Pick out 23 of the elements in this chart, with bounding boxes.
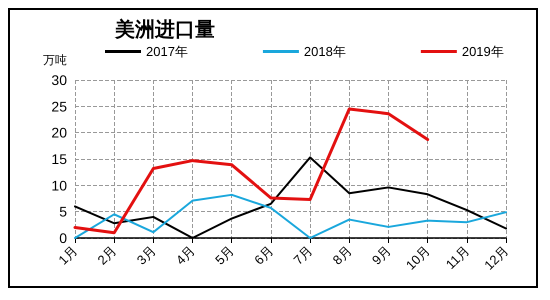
legend-label: 2017年 [146,44,188,59]
y-axis-title: 万吨 [43,53,67,67]
y-tick-label: 15 [51,151,68,167]
x-tick-label: 2月 [94,242,120,268]
y-tick-label: 30 [51,72,68,88]
legend-label: 2019年 [462,44,504,59]
x-tick-label: 10月 [402,242,433,273]
y-tick-label: 20 [51,124,68,141]
y-tick-label: 25 [51,98,68,114]
chart-title: 美洲进口量 [114,17,215,41]
y-tick-label: 5 [59,204,68,220]
x-tick-label: 8月 [330,242,355,268]
y-tick-label: 10 [51,177,68,194]
x-tick-label: 12月 [481,242,512,273]
x-tick-label: 3月 [134,242,159,268]
x-tick-label: 9月 [368,242,394,268]
x-tick-label: 4月 [172,242,198,268]
line-series [74,107,430,234]
legend-label: 2018年 [304,44,346,59]
x-tick-label: 7月 [290,242,316,268]
x-tick-label: 6月 [251,242,276,268]
x-tick-label: 11月 [442,242,472,272]
x-tick-label: 5月 [212,242,238,268]
